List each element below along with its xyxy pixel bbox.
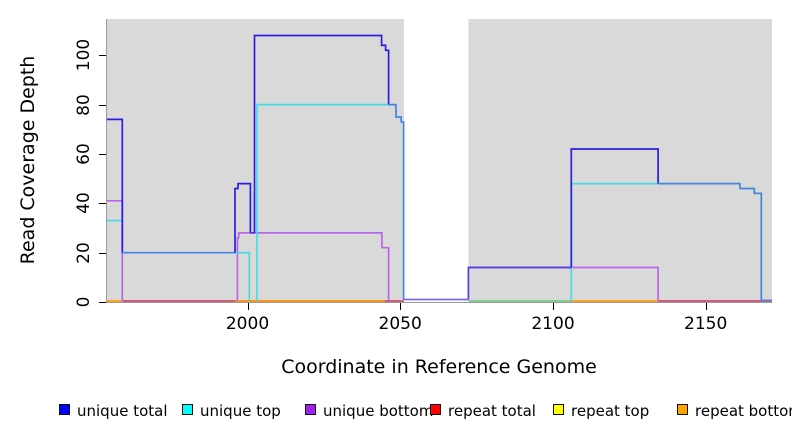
series-segment-unique-total-right — [570, 148, 659, 268]
y-tick-mark — [99, 104, 106, 106]
y-tick-mark — [99, 203, 106, 205]
legend-swatch-repeat-top — [553, 404, 564, 415]
series-segment-unique-bottom-bump — [236, 232, 390, 301]
series-segment-unique-top-bump — [235, 251, 251, 301]
y-tick-mark — [99, 154, 106, 155]
y-tick-label: 60 — [74, 143, 94, 165]
y-tick-label: 100 — [74, 39, 94, 72]
series-segment-overlap-total-top-right — [658, 182, 772, 302]
legend-label-unique-bottom: unique bottom — [323, 402, 434, 420]
series-segment-unique-top-mid — [256, 103, 389, 301]
masked-region — [403, 19, 469, 302]
x-tick-label: 2000 — [225, 314, 270, 334]
x-axis-title: Coordinate in Reference Genome — [281, 356, 597, 378]
x-tick-mark — [553, 303, 554, 310]
y-axis-title: Read Coverage Depth — [17, 55, 39, 265]
legend-label-unique-total: unique total — [77, 402, 168, 420]
series-segment-overlap-total-top-descent — [388, 103, 405, 300]
x-tick-mark — [247, 303, 249, 310]
y-tick-mark — [99, 302, 106, 303]
x-tick-label: 2050 — [378, 314, 422, 334]
series-segment-unique-top-right — [570, 182, 659, 301]
legend-label-repeat-total: repeat total — [448, 402, 536, 420]
y-axis-line — [106, 19, 107, 303]
y-tick-label: 80 — [74, 93, 94, 116]
series-segment-unique-total-left — [107, 118, 124, 253]
y-tick-label: 40 — [74, 192, 94, 215]
legend-swatch-unique-bottom — [305, 404, 316, 415]
series-segment-unique-total-plateau — [253, 34, 390, 233]
legend-swatch-unique-top — [182, 404, 193, 415]
series-segment-unique-bottom-left — [107, 199, 124, 301]
y-tick-label: 20 — [74, 241, 94, 264]
series-segment-unique-bottom-right — [468, 266, 659, 301]
legend-swatch-repeat-total — [430, 404, 441, 415]
x-axis-line — [106, 302, 772, 303]
x-tick-mark — [400, 303, 402, 310]
y-tick-label: 0 — [74, 296, 94, 308]
series-segment-overlap-total-bottom-mid — [467, 266, 572, 300]
coverage-plot — [107, 19, 772, 302]
x-tick-label: 2100 — [531, 314, 575, 334]
legend-label-repeat-bottom: repeat bottom — [695, 402, 792, 420]
legend-label-repeat-top: repeat top — [571, 402, 650, 420]
y-tick-mark — [99, 55, 106, 57]
y-tick-mark — [99, 252, 106, 254]
series-segment-unique-total-bump — [234, 182, 252, 253]
legend-swatch-unique-total — [59, 404, 70, 415]
x-tick-label: 2150 — [684, 314, 728, 334]
x-tick-mark — [705, 303, 707, 310]
chart-panel — [107, 19, 772, 302]
legend-label-unique-top: unique top — [200, 402, 281, 420]
legend-swatch-repeat-bottom — [677, 404, 688, 415]
